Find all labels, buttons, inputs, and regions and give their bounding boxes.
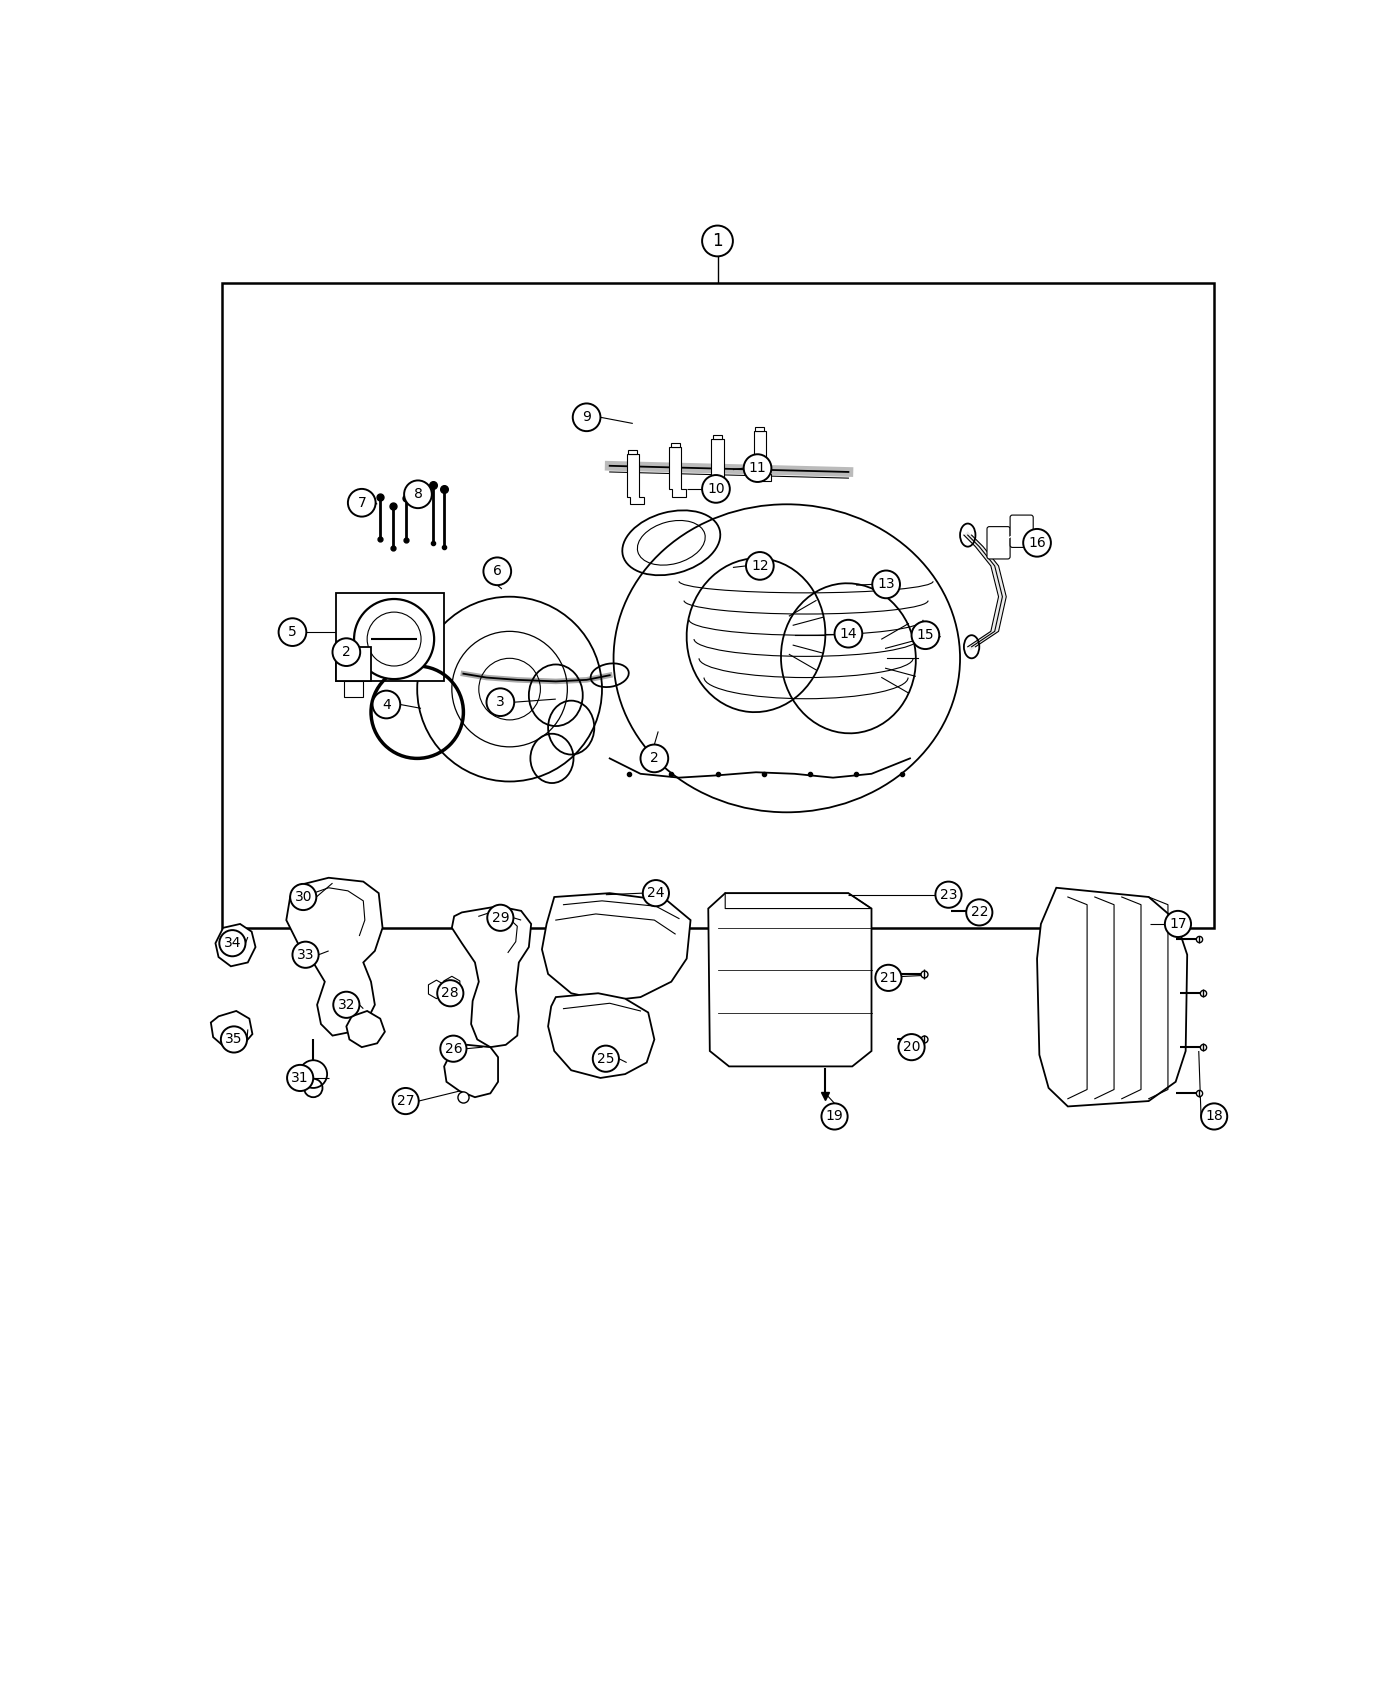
Circle shape: [822, 1103, 847, 1129]
Text: 24: 24: [647, 886, 665, 901]
Text: 26: 26: [445, 1042, 462, 1056]
Circle shape: [834, 620, 862, 648]
Circle shape: [487, 904, 514, 932]
Text: 17: 17: [1169, 916, 1187, 932]
Text: 19: 19: [826, 1110, 843, 1124]
Circle shape: [437, 981, 463, 1006]
Circle shape: [1165, 911, 1191, 937]
Text: 5: 5: [288, 626, 297, 639]
Circle shape: [354, 598, 434, 678]
Text: 29: 29: [491, 911, 510, 925]
Text: 4: 4: [382, 697, 391, 712]
Text: 12: 12: [750, 559, 769, 573]
Text: 1: 1: [713, 231, 722, 250]
Text: 28: 28: [441, 986, 459, 1000]
FancyBboxPatch shape: [987, 527, 1011, 559]
Polygon shape: [549, 993, 654, 1078]
Text: 13: 13: [878, 578, 895, 592]
Text: 18: 18: [1205, 1110, 1224, 1124]
Text: 33: 33: [297, 949, 314, 962]
Circle shape: [1023, 529, 1051, 556]
Circle shape: [221, 1027, 246, 1052]
Polygon shape: [336, 646, 371, 682]
Circle shape: [935, 882, 962, 908]
Text: 31: 31: [291, 1071, 309, 1085]
Circle shape: [290, 884, 316, 910]
Circle shape: [746, 552, 774, 580]
Text: 9: 9: [582, 410, 591, 425]
Circle shape: [592, 1046, 619, 1071]
Polygon shape: [671, 442, 680, 447]
Circle shape: [899, 1034, 924, 1061]
Circle shape: [966, 899, 993, 925]
Circle shape: [911, 620, 939, 649]
Circle shape: [279, 619, 307, 646]
Polygon shape: [452, 906, 531, 1047]
Polygon shape: [542, 892, 690, 1001]
Circle shape: [405, 481, 431, 508]
Circle shape: [573, 403, 601, 432]
Text: 16: 16: [1028, 536, 1046, 549]
FancyBboxPatch shape: [1011, 515, 1033, 547]
Polygon shape: [287, 877, 382, 1035]
Circle shape: [347, 490, 375, 517]
Polygon shape: [669, 447, 686, 496]
Circle shape: [293, 942, 319, 967]
Polygon shape: [711, 439, 728, 490]
Text: 6: 6: [493, 564, 501, 578]
Circle shape: [641, 745, 668, 772]
Text: 27: 27: [398, 1095, 414, 1108]
Circle shape: [875, 966, 902, 991]
Circle shape: [643, 881, 669, 906]
Polygon shape: [336, 593, 444, 682]
Circle shape: [1201, 1103, 1228, 1129]
Text: 3: 3: [496, 695, 505, 709]
Bar: [223, 284, 1214, 928]
Circle shape: [703, 226, 734, 257]
Circle shape: [392, 1088, 419, 1114]
Text: 22: 22: [970, 906, 988, 920]
Polygon shape: [629, 450, 637, 454]
Circle shape: [487, 688, 514, 716]
Circle shape: [483, 558, 511, 585]
Circle shape: [372, 690, 400, 719]
Text: 35: 35: [225, 1032, 242, 1047]
Polygon shape: [708, 892, 871, 1066]
Polygon shape: [216, 925, 255, 966]
Polygon shape: [755, 427, 764, 432]
Polygon shape: [753, 432, 770, 481]
Polygon shape: [211, 1012, 252, 1047]
Circle shape: [872, 571, 900, 598]
Text: 10: 10: [707, 481, 725, 496]
Polygon shape: [627, 454, 644, 505]
Circle shape: [701, 474, 729, 503]
Text: 14: 14: [840, 627, 857, 641]
Text: 21: 21: [879, 971, 897, 984]
Text: 7: 7: [357, 496, 367, 510]
Text: 15: 15: [917, 629, 934, 643]
Polygon shape: [1037, 887, 1187, 1107]
Circle shape: [220, 930, 245, 957]
Text: 2: 2: [650, 751, 659, 765]
Circle shape: [440, 1035, 466, 1062]
Circle shape: [743, 454, 771, 483]
Text: 34: 34: [224, 937, 241, 950]
Polygon shape: [346, 1012, 385, 1047]
Text: 25: 25: [596, 1052, 615, 1066]
Text: 2: 2: [342, 644, 351, 660]
Text: 30: 30: [294, 891, 312, 904]
Circle shape: [333, 638, 360, 666]
Text: 20: 20: [903, 1040, 920, 1054]
Polygon shape: [444, 1046, 498, 1096]
Text: 32: 32: [337, 998, 356, 1012]
Circle shape: [333, 991, 360, 1018]
Polygon shape: [344, 682, 364, 697]
Text: 11: 11: [749, 461, 766, 474]
Text: 8: 8: [413, 488, 423, 502]
Text: 23: 23: [939, 887, 958, 901]
Polygon shape: [713, 435, 722, 439]
Circle shape: [287, 1064, 314, 1091]
